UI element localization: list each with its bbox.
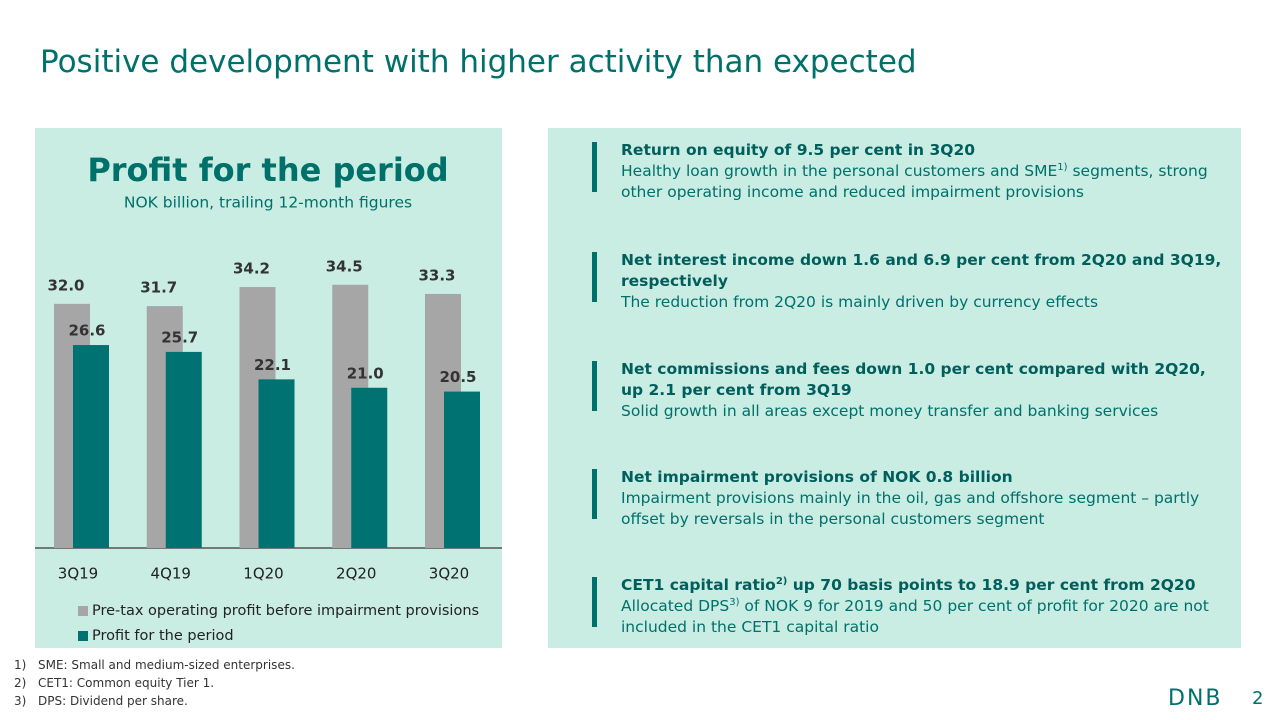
text: Impairment provisions mainly in the oil,… xyxy=(621,489,1200,528)
bullet-bar xyxy=(592,577,597,627)
footnote-marker: 3) xyxy=(14,694,27,708)
text: of NOK 9 for 2019 and 50 per cent of pro… xyxy=(621,597,1209,636)
footnote-text: SME: Small and medium-sized enterprises. xyxy=(38,658,295,672)
footnote: 3) DPS: Dividend per share. xyxy=(14,694,188,708)
x-tick-label: 2Q20 xyxy=(336,565,376,583)
bullet-heading: CET1 capital ratio2) up 70 basis points … xyxy=(621,575,1231,596)
value-label: 32.0 xyxy=(47,276,84,294)
chart: Profit for the period NOK billion, trail… xyxy=(35,128,502,648)
bullet-panel: Return on equity of 9.5 per cent in 3Q20… xyxy=(548,128,1241,648)
text: Net interest income down 1.6 and 6.9 per… xyxy=(621,251,1222,290)
text: Allocated DPS xyxy=(621,597,730,615)
bullet-bar xyxy=(592,252,597,302)
bar xyxy=(444,391,480,548)
text: CET1 capital ratio xyxy=(621,576,776,594)
bullet-bar xyxy=(592,142,597,192)
bullet-body: Allocated DPS3) of NOK 9 for 2019 and 50… xyxy=(621,596,1231,638)
value-label: 34.2 xyxy=(233,260,270,278)
value-label: 33.3 xyxy=(418,266,455,284)
bar xyxy=(73,345,109,548)
logo: DNB xyxy=(1168,686,1223,711)
bullet-body: Healthy loan growth in the personal cust… xyxy=(621,161,1231,203)
bullet: Net commissions and fees down 1.0 per ce… xyxy=(592,359,1231,422)
footnote-ref: 2) xyxy=(775,575,788,587)
footnote-text: CET1: Common equity Tier 1. xyxy=(38,676,215,690)
footnote-marker: 1) xyxy=(14,658,27,672)
value-label: 21.0 xyxy=(347,364,384,382)
x-tick-label: 3Q19 xyxy=(58,565,98,583)
text: segments, strong other operating income … xyxy=(621,162,1208,201)
bullet-body: Solid growth in all areas except money t… xyxy=(621,401,1231,422)
chart-subtitle: NOK billion, trailing 12-month figures xyxy=(124,194,412,212)
bar xyxy=(258,379,295,548)
x-tick-label: 3Q20 xyxy=(429,565,469,583)
bullet-body: Impairment provisions mainly in the oil,… xyxy=(621,488,1231,530)
text: Healthy loan growth in the personal cust… xyxy=(621,162,1058,180)
legend-swatch xyxy=(78,631,88,641)
bullet-heading: Net commissions and fees down 1.0 per ce… xyxy=(621,359,1231,401)
bar xyxy=(165,351,202,548)
bullet-bar xyxy=(592,361,597,411)
chart-title: Profit for the period xyxy=(87,151,448,189)
text: Net commissions and fees down 1.0 per ce… xyxy=(621,360,1206,399)
footnote-ref: 3) xyxy=(729,596,740,608)
slide-title: Positive development with higher activit… xyxy=(40,44,917,80)
value-label: 20.5 xyxy=(439,368,476,386)
x-tick-label: 4Q19 xyxy=(151,565,191,583)
bullet-heading: Net impairment provisions of NOK 0.8 bil… xyxy=(621,467,1231,488)
footnote: 2) CET1: Common equity Tier 1. xyxy=(14,676,214,690)
footnote-ref: 1) xyxy=(1057,161,1068,173)
footnote-marker: 2) xyxy=(14,676,27,690)
footnote-text: DPS: Dividend per share. xyxy=(38,694,188,708)
page-number: 2 xyxy=(1252,688,1264,709)
bullet-heading: Return on equity of 9.5 per cent in 3Q20 xyxy=(621,140,1231,161)
text: Net impairment provisions of NOK 0.8 bil… xyxy=(621,468,1013,486)
value-label: 34.5 xyxy=(326,257,363,275)
value-label: 31.7 xyxy=(140,279,177,297)
x-tick-label: 1Q20 xyxy=(243,565,283,583)
bullet-bar xyxy=(592,469,597,519)
bullet: CET1 capital ratio2) up 70 basis points … xyxy=(592,575,1231,638)
legend-swatch xyxy=(78,606,88,616)
text: The reduction from 2Q20 is mainly driven… xyxy=(621,293,1099,311)
bar xyxy=(351,387,388,548)
text: Return on equity of 9.5 per cent in 3Q20 xyxy=(621,141,976,159)
text: Solid growth in all areas except money t… xyxy=(621,402,1159,420)
legend-label: Pre-tax operating profit before impairme… xyxy=(92,603,479,619)
value-label: 26.6 xyxy=(68,322,105,340)
bullet-body: The reduction from 2Q20 is mainly driven… xyxy=(621,292,1231,313)
bullet: Return on equity of 9.5 per cent in 3Q20… xyxy=(592,140,1231,203)
value-label: 25.7 xyxy=(161,328,198,346)
bullet: Net interest income down 1.6 and 6.9 per… xyxy=(592,250,1231,313)
legend-label: Profit for the period xyxy=(92,628,234,644)
text: up 70 basis points to 18.9 per cent from… xyxy=(787,576,1196,594)
bullet: Net impairment provisions of NOK 0.8 bil… xyxy=(592,467,1231,530)
footnote: 1) SME: Small and medium-sized enterprise… xyxy=(14,658,295,672)
bullet-heading: Net interest income down 1.6 and 6.9 per… xyxy=(621,250,1231,292)
value-label: 22.1 xyxy=(254,356,291,374)
